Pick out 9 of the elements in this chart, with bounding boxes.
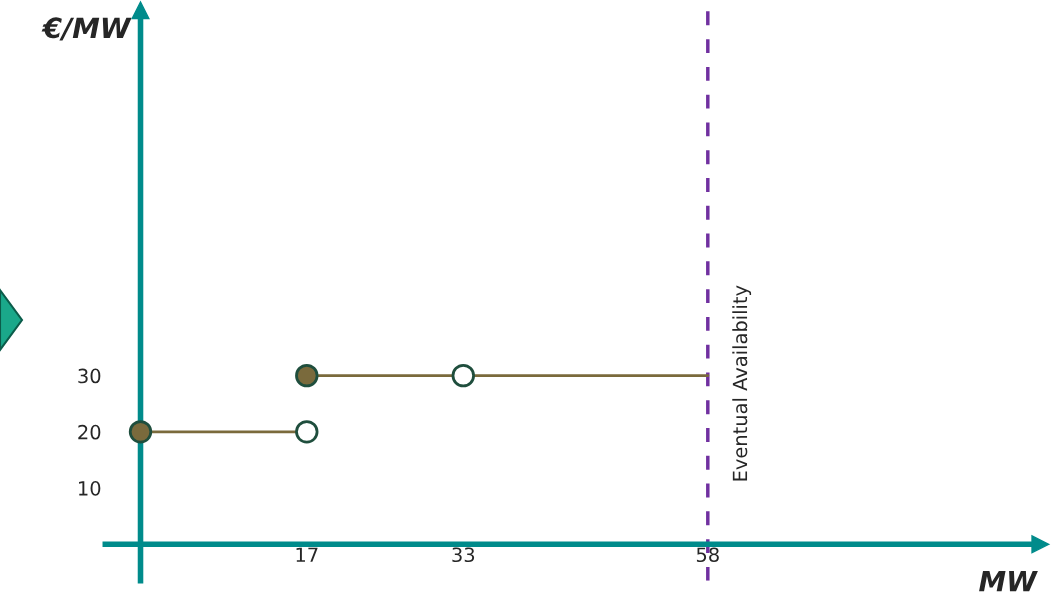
y-axis-title: €/MW — [41, 17, 132, 41]
x-tick-label: 58 — [696, 547, 719, 563]
y-tick-label: 20 — [78, 424, 101, 440]
x-tick-label: 17 — [296, 547, 318, 562]
y-tick-label: 30 — [78, 368, 101, 384]
x-tick-label: 33 — [452, 547, 475, 563]
x-axis-title: MW — [979, 571, 1038, 592]
ref-line-label: Eventual Availability — [732, 285, 752, 481]
y-tick-label: 10 — [79, 481, 101, 496]
